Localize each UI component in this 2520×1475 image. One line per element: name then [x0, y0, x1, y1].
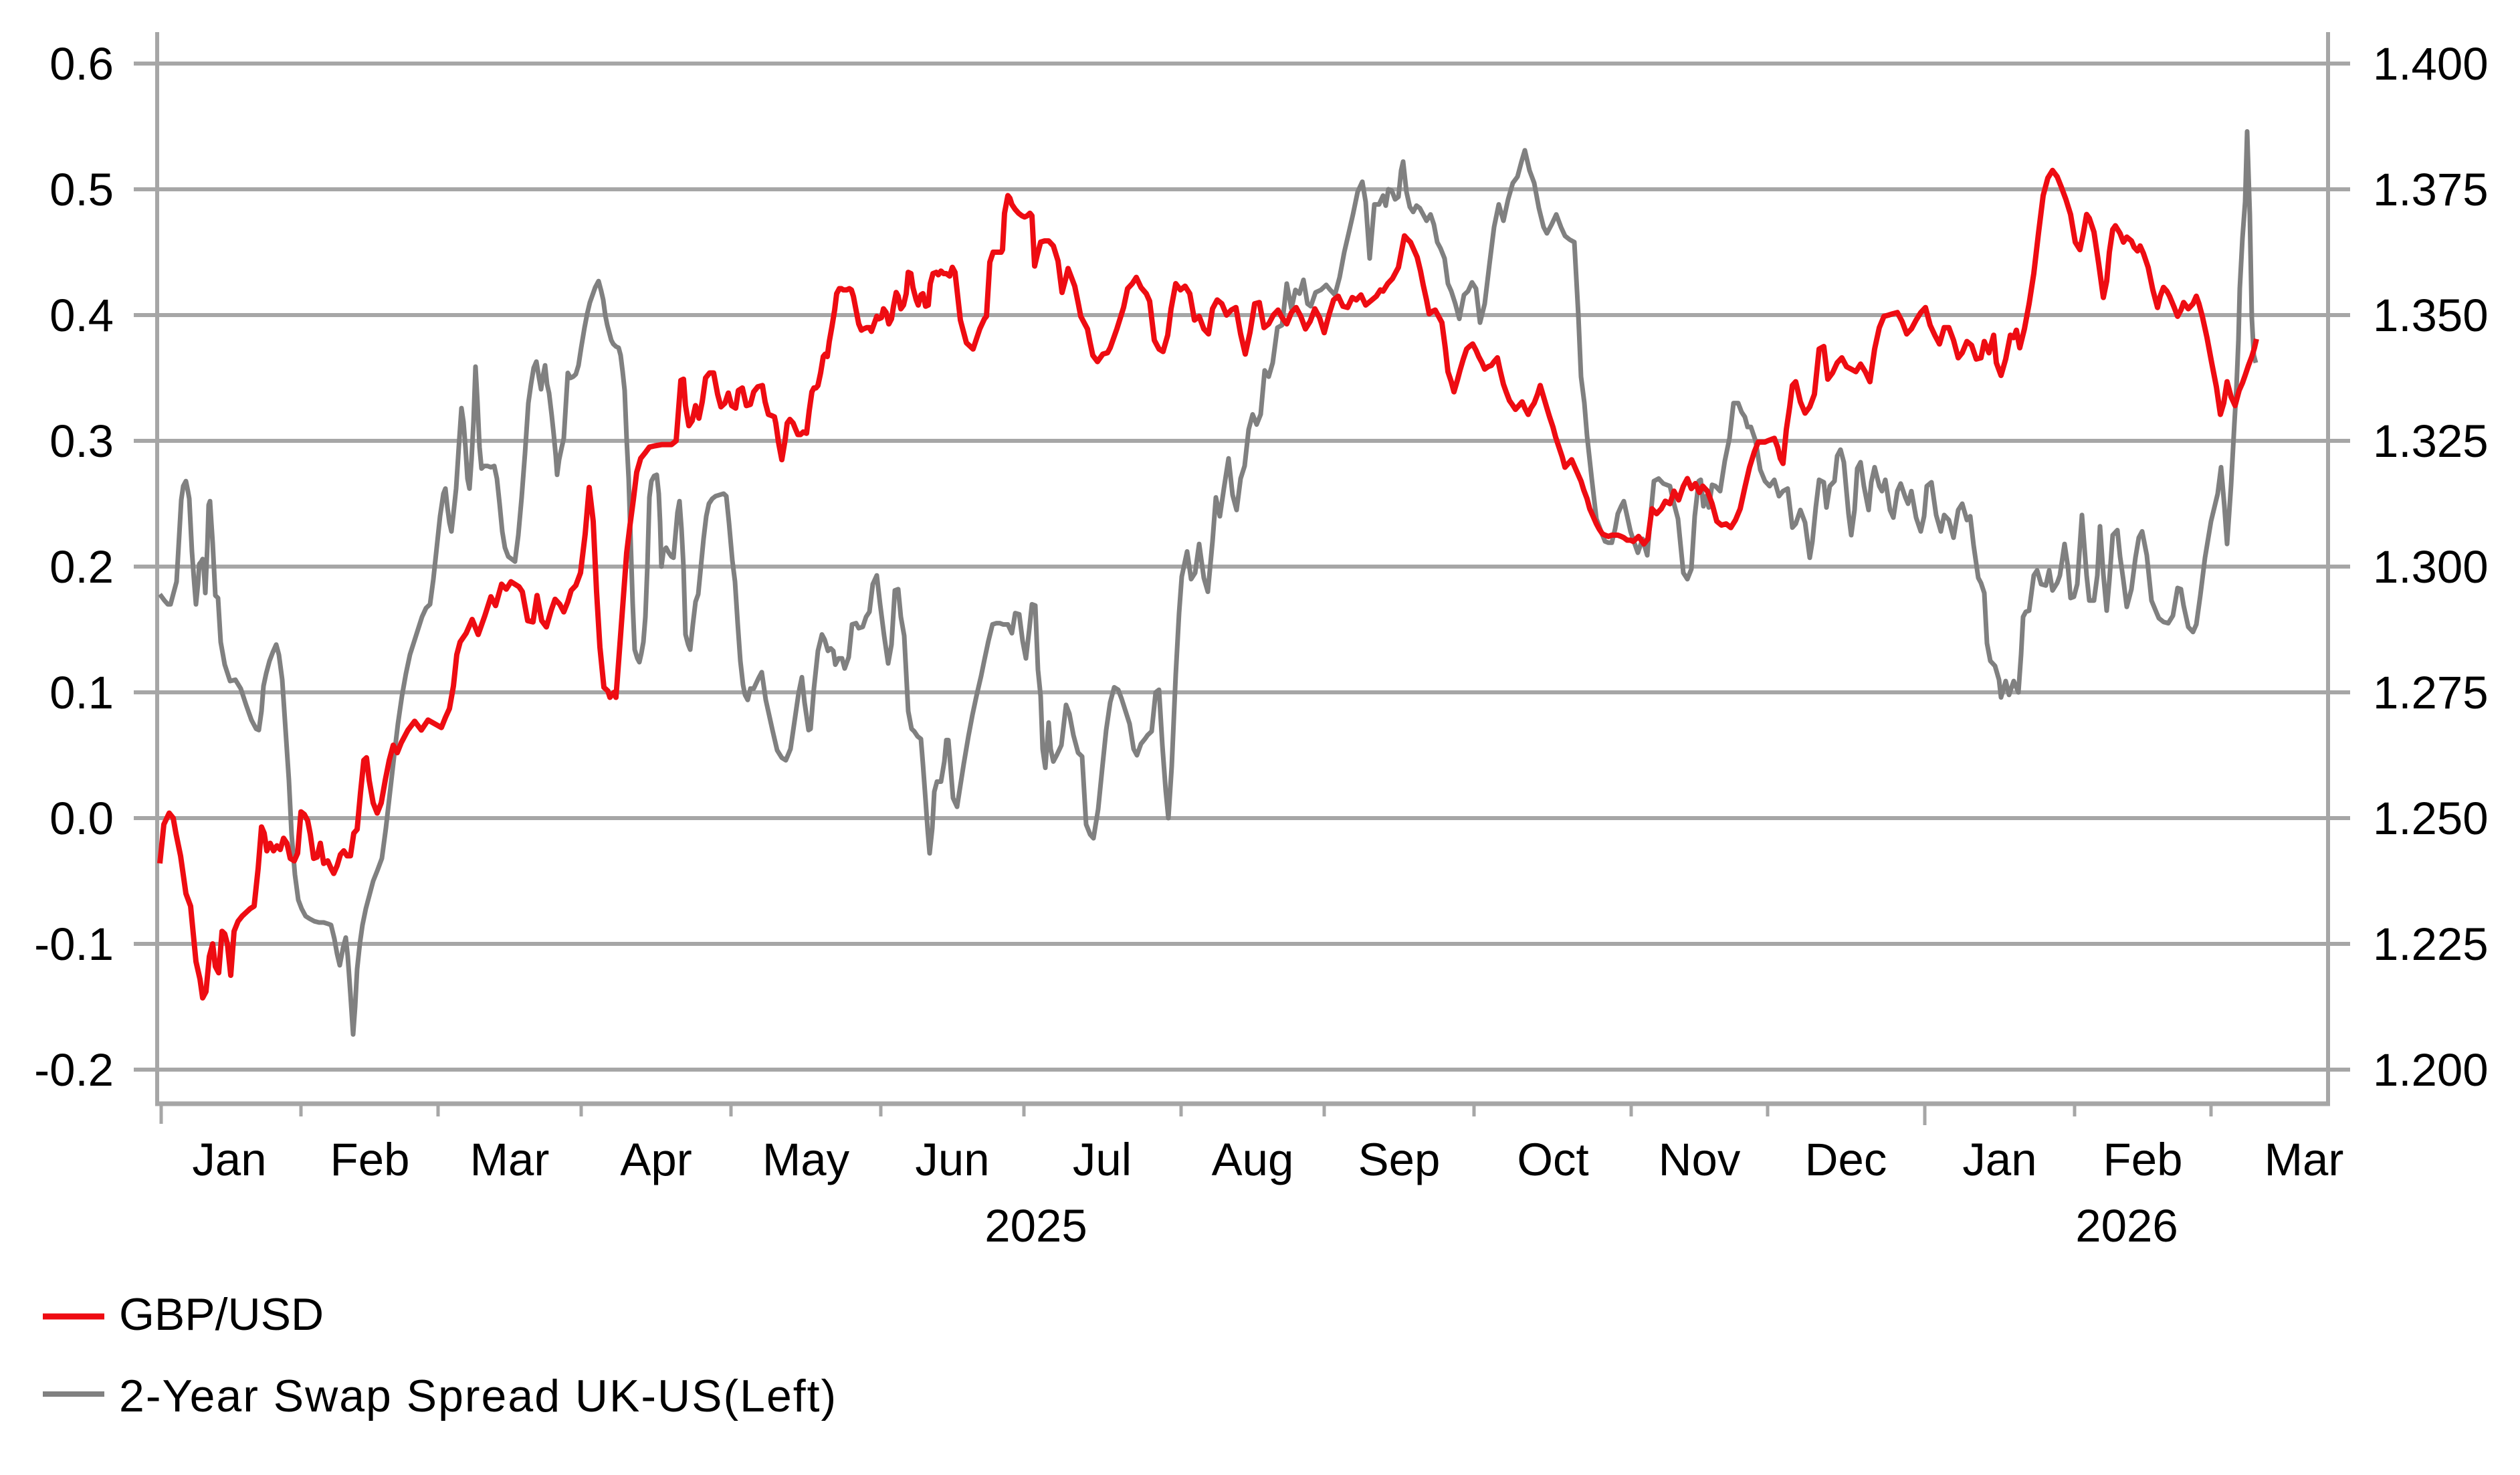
svg-text:Feb: Feb	[2103, 1134, 2183, 1185]
svg-text:May: May	[762, 1134, 850, 1185]
svg-text:Jan: Jan	[192, 1134, 266, 1185]
svg-text:0.2: 0.2	[49, 541, 114, 593]
svg-text:-0.2: -0.2	[34, 1044, 114, 1096]
svg-text:2026: 2026	[2075, 1200, 2178, 1252]
svg-text:Oct: Oct	[1517, 1134, 1588, 1185]
svg-text:2-Year Swap Spread UK-US(Left): 2-Year Swap Spread UK-US(Left)	[119, 1371, 837, 1421]
svg-text:0.0: 0.0	[49, 793, 114, 844]
svg-text:0.4: 0.4	[49, 290, 114, 341]
svg-text:Nov: Nov	[1659, 1134, 1741, 1185]
svg-text:1.325: 1.325	[2373, 415, 2489, 467]
svg-text:1.250: 1.250	[2373, 793, 2489, 844]
svg-text:1.225: 1.225	[2373, 918, 2489, 970]
svg-text:1.200: 1.200	[2373, 1044, 2489, 1096]
svg-text:Feb: Feb	[330, 1134, 410, 1185]
svg-text:2025: 2025	[984, 1200, 1087, 1252]
svg-text:Jul: Jul	[1073, 1134, 1132, 1185]
svg-text:Jun: Jun	[915, 1134, 989, 1185]
svg-text:Mar: Mar	[470, 1134, 550, 1185]
svg-text:Sep: Sep	[1358, 1134, 1441, 1185]
svg-text:Dec: Dec	[1805, 1134, 1887, 1185]
svg-text:0.6: 0.6	[49, 38, 114, 90]
svg-text:Aug: Aug	[1212, 1134, 1294, 1185]
svg-text:-0.1: -0.1	[34, 918, 114, 970]
svg-text:1.275: 1.275	[2373, 667, 2489, 718]
svg-text:0.1: 0.1	[49, 667, 114, 718]
svg-text:Jan: Jan	[1962, 1134, 2036, 1185]
svg-text:GBP/USD: GBP/USD	[119, 1289, 324, 1340]
svg-text:0.3: 0.3	[49, 415, 114, 467]
svg-text:1.375: 1.375	[2373, 164, 2489, 215]
svg-text:Apr: Apr	[620, 1134, 692, 1185]
svg-text:1.350: 1.350	[2373, 290, 2489, 341]
svg-text:1.300: 1.300	[2373, 541, 2489, 593]
svg-text:0.5: 0.5	[49, 164, 114, 215]
svg-text:Mar: Mar	[2265, 1134, 2344, 1185]
svg-text:1.400: 1.400	[2373, 38, 2489, 90]
